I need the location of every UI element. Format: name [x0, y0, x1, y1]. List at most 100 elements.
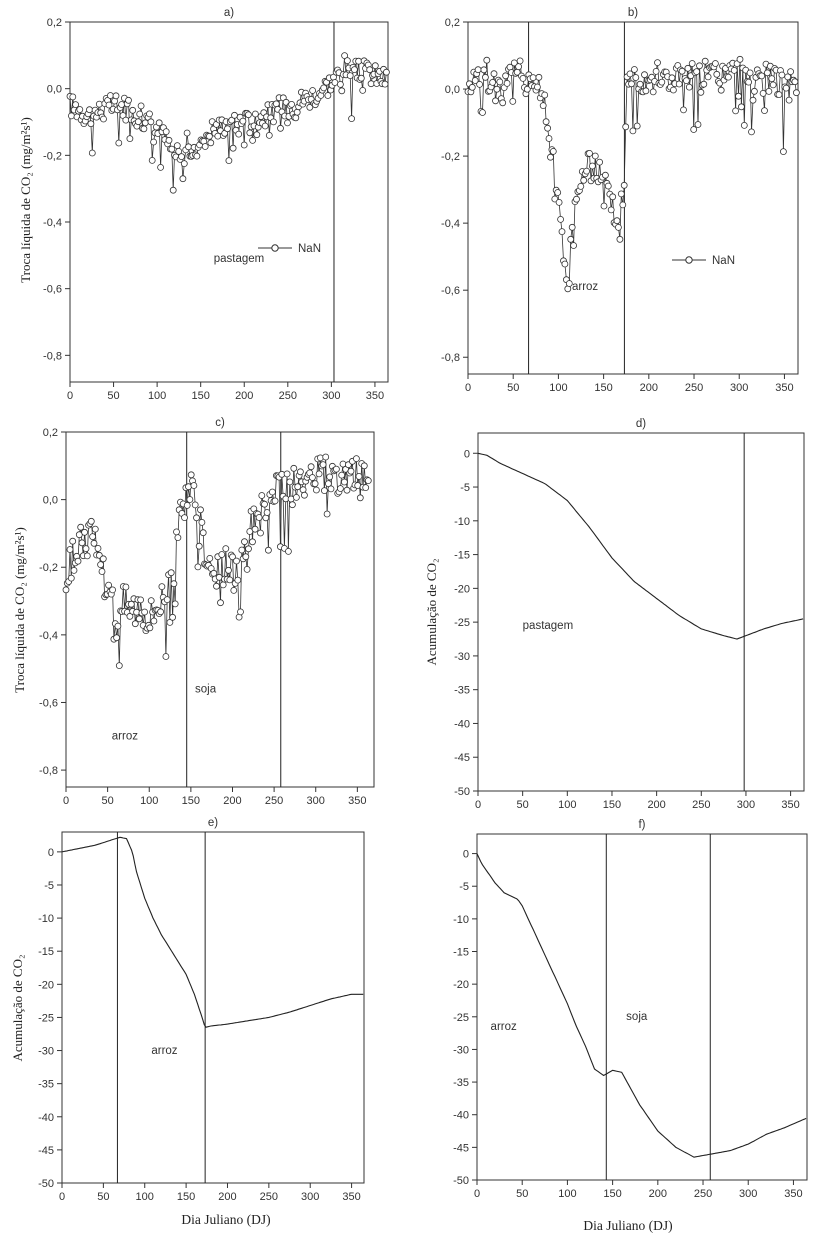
data-point: [224, 125, 231, 133]
y-tick-label: -10: [454, 516, 470, 528]
data-point: [697, 88, 705, 96]
data-point: [100, 115, 107, 123]
data-point: [481, 73, 489, 81]
x-tick-label: 250: [279, 390, 297, 402]
data-point: [206, 555, 214, 562]
y-tick-label: -45: [38, 1145, 54, 1157]
data-point: [89, 533, 96, 540]
y-tick-label: 0: [48, 847, 54, 859]
data-point: [155, 119, 163, 127]
data-point: [185, 483, 192, 491]
panel-title: d): [636, 418, 646, 430]
data-point: [492, 97, 499, 105]
data-point: [76, 106, 84, 113]
data-point: [270, 118, 277, 126]
data-point: [125, 96, 132, 104]
data-point: [654, 59, 661, 66]
data-point: [516, 57, 524, 65]
data-point: [193, 152, 201, 160]
data-point: [147, 118, 155, 126]
data-point: [347, 467, 355, 475]
y-tick-label: -40: [38, 1112, 54, 1124]
data-point: [577, 182, 585, 190]
x-tick-label: 50: [107, 390, 119, 402]
data-point: [704, 73, 712, 81]
data-point: [758, 72, 766, 80]
x-tick-label: 300: [322, 390, 340, 402]
x-tick-label: 50: [516, 1188, 528, 1200]
data-point: [573, 195, 580, 203]
data-point: [324, 480, 332, 488]
data-point: [245, 545, 252, 553]
data-point: [253, 131, 261, 139]
data-point: [636, 80, 644, 88]
plot-frame: [61, 831, 365, 1184]
x-tick-label: 250: [685, 382, 703, 394]
data-point: [320, 84, 328, 92]
data-point: [173, 142, 181, 150]
data-point: [749, 96, 757, 104]
data-point: [678, 67, 686, 75]
data-point: [793, 89, 800, 97]
x-tick-label: 0: [475, 799, 481, 811]
data-point: [613, 217, 621, 225]
data-point: [181, 514, 188, 521]
panel-title: e): [208, 817, 218, 829]
data-point: [307, 463, 315, 471]
data-point: [510, 59, 518, 67]
y-tick-label: 0,0: [445, 84, 460, 96]
data-point: [326, 473, 334, 481]
data-point: [277, 124, 284, 132]
data-point: [768, 75, 776, 82]
data-point: [183, 129, 191, 137]
panel-c: c) 0 50 100 150 200 250 300 350 0,2 0,0 -0,2 -0,4 -0,…: [12, 417, 375, 807]
y-tick-label: -0,8: [441, 352, 460, 364]
data-point: [292, 493, 300, 501]
y-tick-label: -0,6: [43, 284, 62, 296]
data-point: [201, 143, 209, 150]
data-point: [86, 106, 93, 114]
data-point: [568, 223, 576, 231]
data-point: [231, 111, 238, 119]
data-point: [730, 67, 738, 74]
data-point: [309, 87, 317, 94]
x-tick-label: 250: [260, 1191, 278, 1203]
data-point: [341, 52, 349, 59]
data-point: [713, 70, 721, 78]
y-axis-label: Troca líquida de CO₂ (mg/m²s¹): [18, 117, 33, 283]
data-point: [62, 586, 70, 594]
data-point: [688, 60, 696, 67]
y-tick-label: 0: [464, 448, 470, 460]
data-point: [272, 100, 280, 108]
data-point: [198, 519, 206, 526]
data-point: [226, 576, 234, 584]
data-point: [140, 125, 148, 133]
data-point: [283, 470, 291, 478]
data-point: [732, 107, 739, 115]
data-point: [230, 587, 238, 594]
data-point: [509, 98, 517, 105]
data-point: [163, 596, 171, 603]
data-point: [545, 135, 553, 142]
x-tick-label: 300: [307, 795, 325, 807]
x-tick-label: 100: [140, 795, 158, 807]
data-point: [493, 85, 501, 93]
legend-marker: [271, 244, 279, 252]
x-tick-label: 350: [348, 795, 366, 807]
data-point: [619, 201, 627, 209]
y-tick-label: -5: [44, 880, 54, 892]
x-tick-label: 100: [136, 1191, 154, 1203]
data-point: [174, 534, 182, 541]
data-point: [784, 73, 792, 81]
data-point: [271, 497, 279, 505]
data-point: [258, 492, 266, 499]
data-point: [381, 80, 389, 88]
y-tick-label: -30: [38, 1046, 54, 1058]
data-point: [122, 116, 130, 124]
y-tick-label: -15: [38, 946, 54, 958]
data-point: [69, 537, 77, 545]
y-tick-label: -0,2: [43, 150, 62, 162]
x-tick-label: 200: [218, 1191, 236, 1203]
data-point: [193, 514, 200, 522]
panel-a: a) 0 50 100 150 200 250 300 350 0,2 0,0 -0,2 -0,4 -0,…: [18, 7, 390, 402]
